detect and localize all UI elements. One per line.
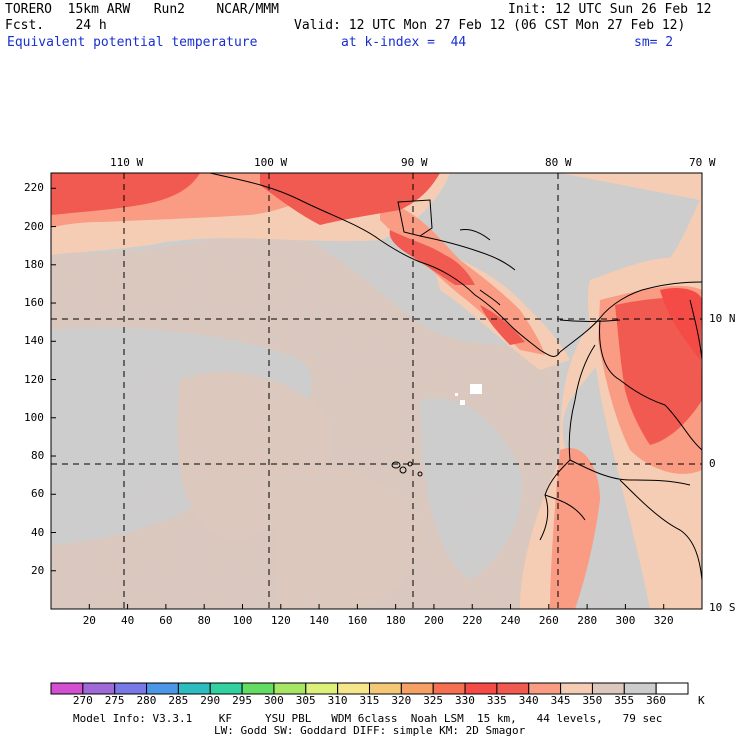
colorbar-label: 290 bbox=[200, 694, 221, 707]
colorbar-label: 300 bbox=[263, 694, 284, 707]
x-tick-label: 240 bbox=[500, 614, 521, 627]
lon-label-100w: 100 W bbox=[254, 156, 288, 169]
y-tick-label: 220 bbox=[24, 181, 44, 195]
lat-label-10s: 10 S bbox=[709, 601, 736, 614]
y-tick-label: 40 bbox=[31, 525, 45, 539]
y-tick-label: 80 bbox=[31, 449, 45, 463]
temperature-field bbox=[51, 173, 702, 609]
field-name: Equivalent potential temperature bbox=[7, 35, 258, 50]
lon-label-110w: 110 W bbox=[110, 156, 144, 169]
x-tick-label: 220 bbox=[462, 614, 483, 627]
colorbar-label: 280 bbox=[136, 694, 157, 707]
init-time: Init: 12 UTC Sun 26 Feb 12 bbox=[508, 2, 712, 17]
lat-label-10n: 10 N bbox=[709, 312, 736, 325]
y-tick-label: 200 bbox=[24, 219, 44, 233]
colorbar-label: 320 bbox=[391, 694, 412, 707]
y-tick-label: 60 bbox=[31, 487, 45, 501]
x-tick-label: 280 bbox=[577, 614, 598, 627]
colorbar-label: 345 bbox=[550, 694, 571, 707]
y-tick-label: 140 bbox=[24, 334, 44, 348]
galapagos-islands bbox=[391, 461, 423, 477]
valid-time: Valid: 12 UTC Mon 27 Feb 12 (06 CST Mon … bbox=[294, 18, 686, 33]
colorbar-label: 335 bbox=[486, 694, 507, 707]
coastlines bbox=[209, 173, 702, 581]
colorbar-label: 355 bbox=[614, 694, 635, 707]
colorbar-label: 330 bbox=[455, 694, 475, 707]
map-frame bbox=[50, 172, 703, 610]
colorbar-label: 315 bbox=[359, 694, 380, 707]
colorbar-unit: K bbox=[698, 694, 705, 707]
lon-label-70w: 70 W bbox=[689, 156, 716, 169]
y-tick-label: 180 bbox=[24, 257, 44, 271]
lon-label-90w: 90 W bbox=[401, 156, 428, 169]
graticule bbox=[51, 173, 702, 609]
x-tick-label: 20 bbox=[82, 614, 96, 627]
x-tick-label: 200 bbox=[424, 614, 444, 627]
x-tick-label: 320 bbox=[653, 614, 674, 627]
x-tick-label: 140 bbox=[309, 614, 330, 627]
colorbar-label: 360 bbox=[646, 694, 667, 707]
colorbar-label: 350 bbox=[582, 694, 603, 707]
colorbar-label: 325 bbox=[423, 694, 444, 707]
colorbar-label: 310 bbox=[327, 694, 348, 707]
x-tick-label: 120 bbox=[270, 614, 291, 627]
y-tick-label: 20 bbox=[31, 563, 45, 577]
y-tick-label: 160 bbox=[24, 296, 44, 310]
colorbar-label: 340 bbox=[518, 694, 539, 707]
physics-info: LW: Godd SW: Goddard DIFF: simple KM: 2D… bbox=[214, 724, 526, 737]
y-tick-label: 100 bbox=[24, 410, 44, 424]
model-title: TORERO 15km ARW Run2 NCAR/MMM bbox=[5, 2, 279, 17]
model-info: Model Info: V3.3.1 KF YSU PBL WDM 6class… bbox=[73, 712, 663, 725]
level-label: at k-index = 44 bbox=[341, 35, 467, 50]
forecast-hour: Fcst. 24 h bbox=[5, 18, 107, 33]
x-tick-label: 80 bbox=[197, 614, 211, 627]
x-tick-label: 100 bbox=[232, 614, 253, 627]
x-tick-label: 40 bbox=[120, 614, 135, 627]
colorbar-label: 285 bbox=[168, 694, 189, 707]
x-tick-label: 160 bbox=[347, 614, 368, 627]
x-tick-label: 260 bbox=[538, 614, 559, 627]
lon-label-80w: 80 W bbox=[545, 156, 572, 169]
x-tick-label: 300 bbox=[615, 614, 636, 627]
colorbar-label: 295 bbox=[232, 694, 252, 707]
colorbar-label: 270 bbox=[72, 694, 93, 707]
smoothing-label: sm= 2 bbox=[634, 35, 674, 50]
x-tick-label: 60 bbox=[159, 614, 173, 627]
x-tick-label: 180 bbox=[385, 614, 406, 627]
lat-label-0: 0 bbox=[709, 457, 716, 470]
colorbar-label: 305 bbox=[295, 694, 316, 707]
colorbar-label: 275 bbox=[104, 694, 125, 707]
y-tick-label: 120 bbox=[24, 372, 44, 386]
